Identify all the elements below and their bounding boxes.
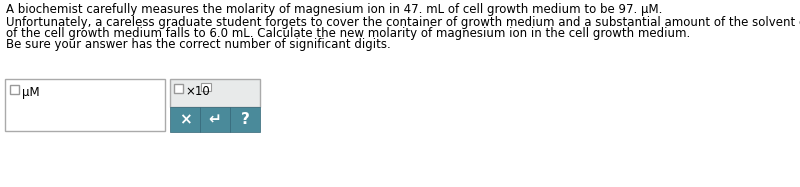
Bar	[201, 83, 211, 91]
Text: A biochemist carefully measures the molarity of magnesium ion in 47. mL of cell : A biochemist carefully measures the mola…	[6, 3, 662, 16]
Text: μM: μM	[22, 86, 40, 99]
Text: ↵: ↵	[209, 112, 222, 127]
Text: Unfortunately, a careless graduate student forgets to cover the container of gro: Unfortunately, a careless graduate stude…	[6, 16, 800, 29]
Bar	[200, 107, 230, 132]
Bar	[174, 84, 183, 93]
Text: Be sure your answer has the correct number of significant digits.: Be sure your answer has the correct numb…	[6, 38, 390, 51]
Text: ?: ?	[241, 112, 250, 127]
Text: ×10: ×10	[185, 85, 210, 98]
Bar	[170, 79, 260, 107]
Bar	[5, 79, 165, 131]
Text: ×: ×	[178, 112, 191, 127]
Bar	[230, 107, 260, 132]
Text: of the cell growth medium falls to 6.0 mL. Calculate the new molarity of magnesi: of the cell growth medium falls to 6.0 m…	[6, 27, 690, 40]
Bar	[10, 85, 19, 94]
Bar	[170, 107, 200, 132]
